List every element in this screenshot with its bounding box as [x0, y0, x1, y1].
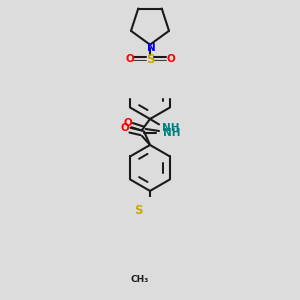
Text: O: O — [121, 123, 129, 133]
Text: N: N — [147, 43, 155, 53]
Text: NH: NH — [163, 128, 181, 138]
Text: S: S — [146, 52, 154, 65]
Text: CH₃: CH₃ — [131, 275, 149, 284]
Text: O: O — [166, 54, 175, 64]
Text: O: O — [123, 118, 132, 128]
Text: S: S — [134, 204, 142, 218]
Bar — [90, 61, 210, 97]
Text: NH: NH — [162, 123, 180, 133]
Text: O: O — [125, 54, 134, 64]
